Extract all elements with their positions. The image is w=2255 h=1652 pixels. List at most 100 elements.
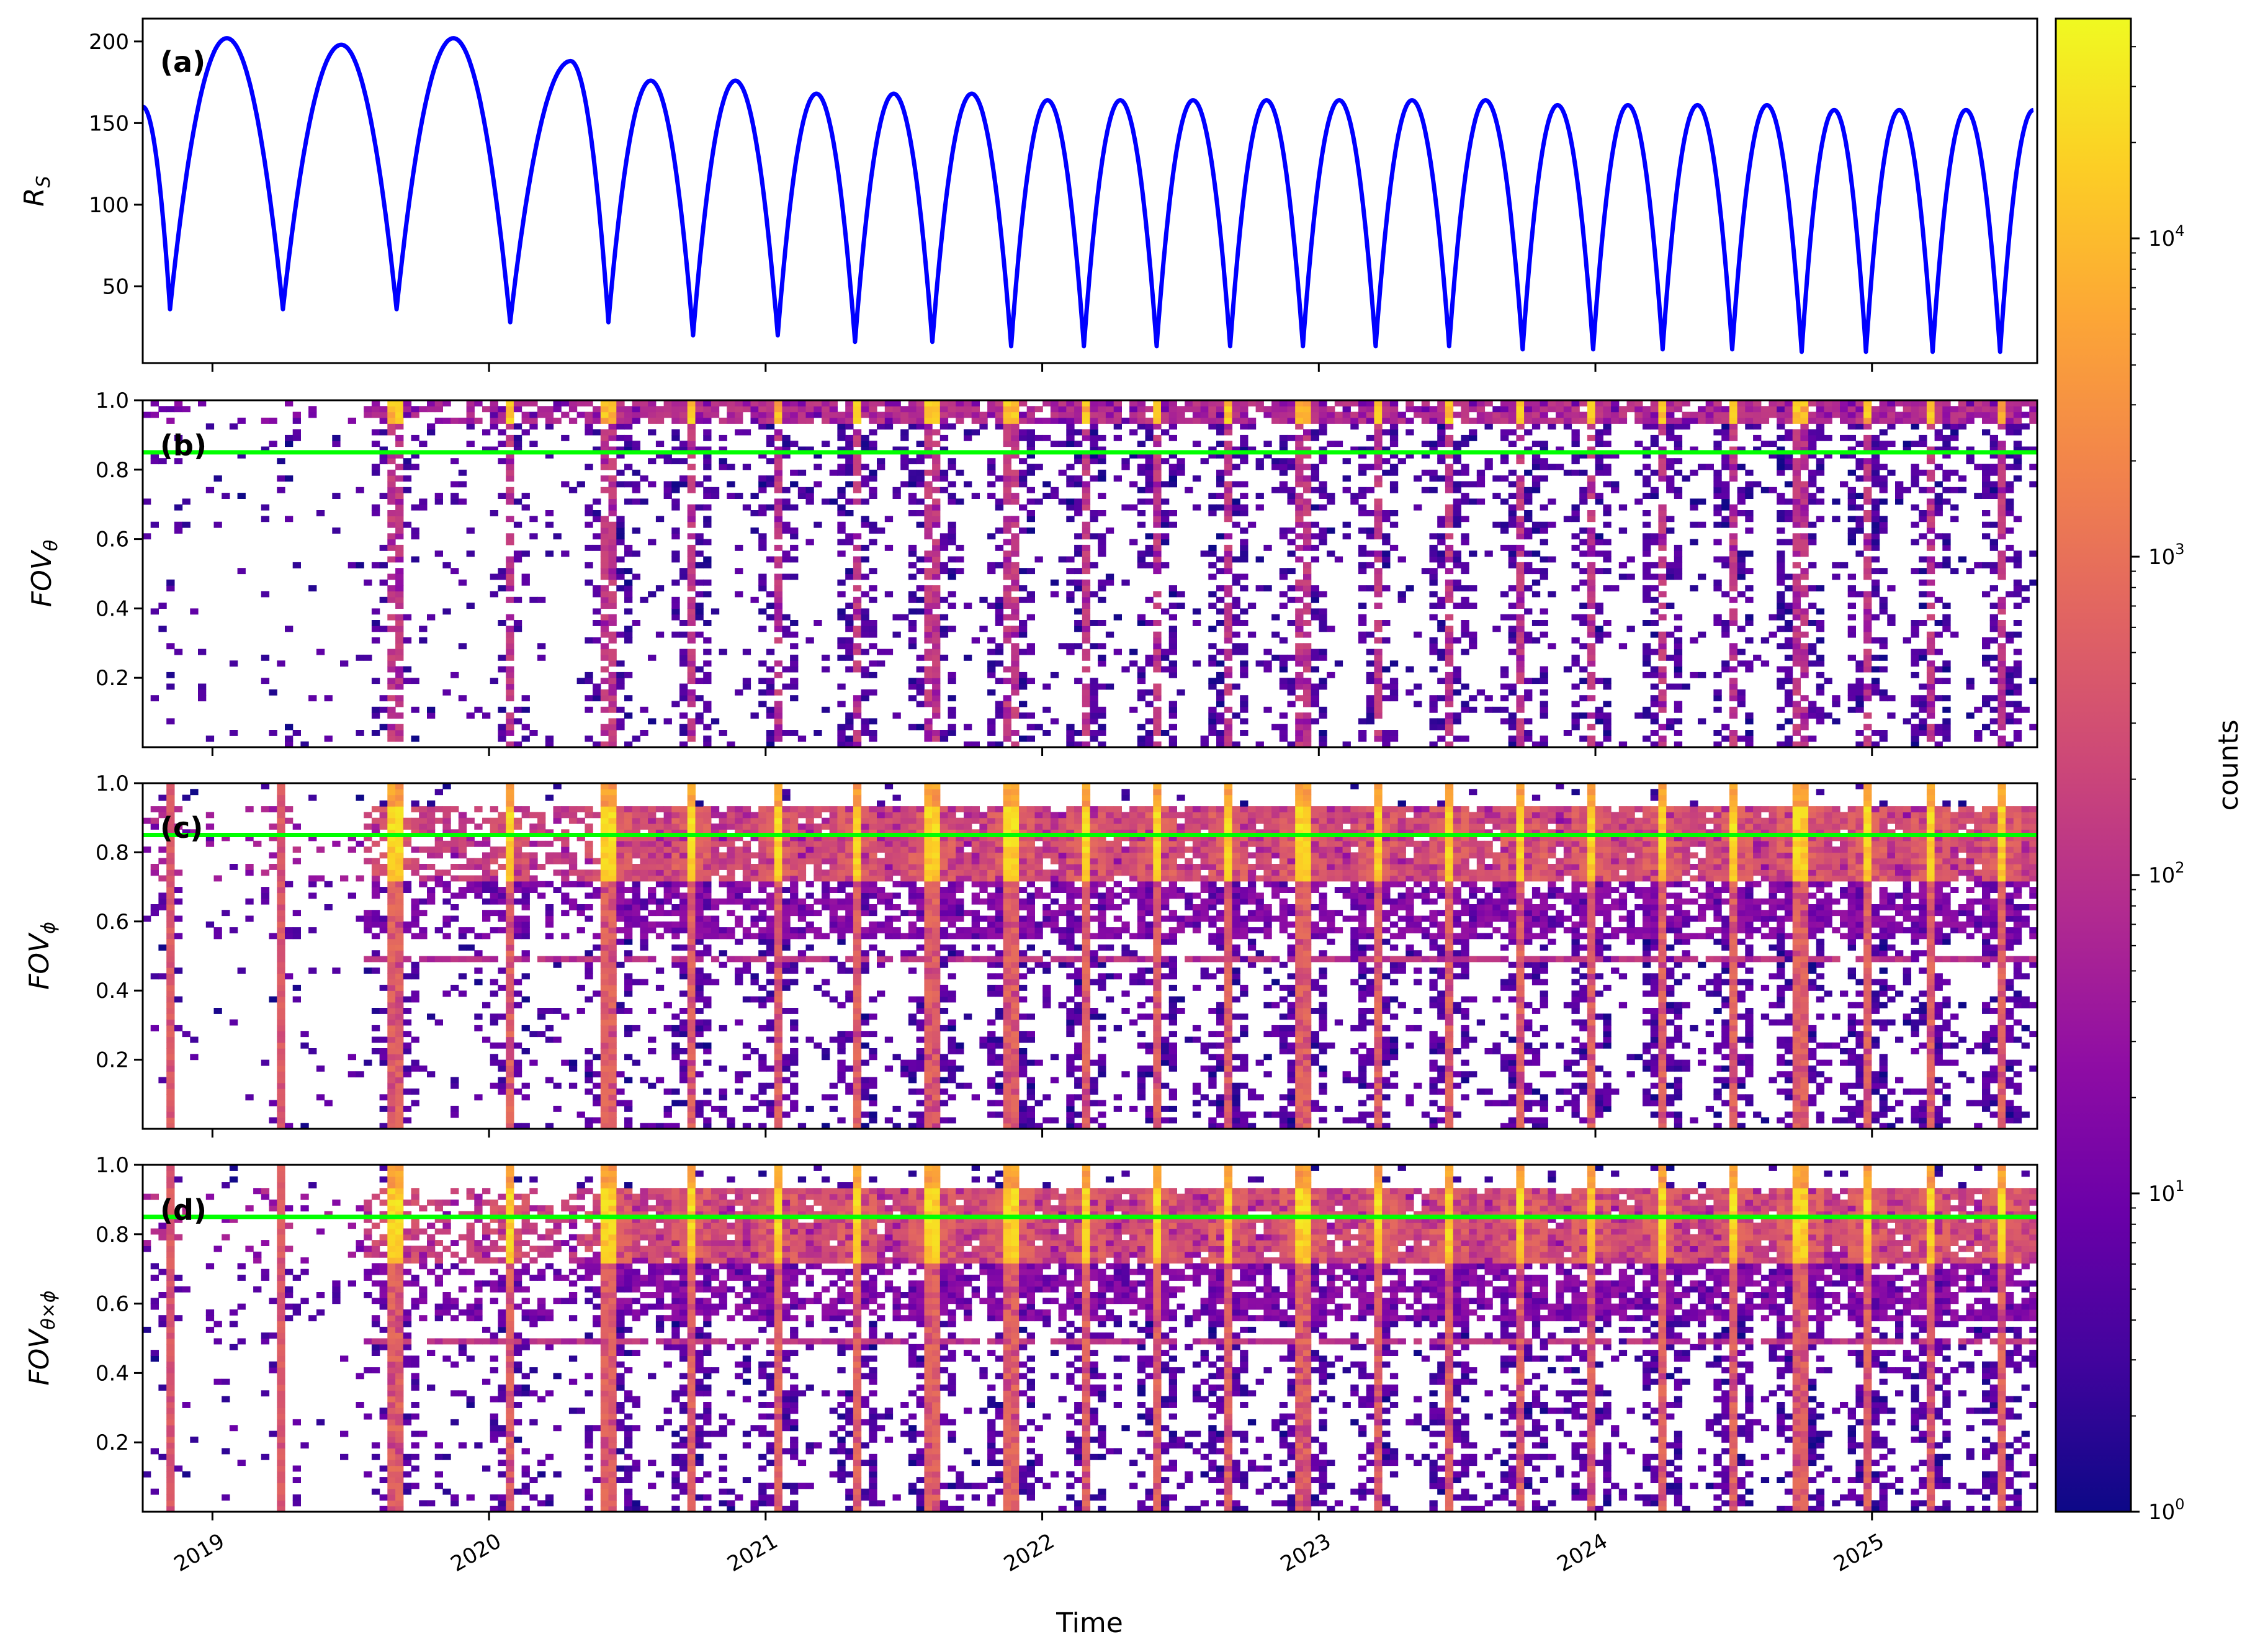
heatmap-cell xyxy=(1713,689,1722,696)
y-tick-label: 0.2 xyxy=(96,666,129,691)
heatmap-cell xyxy=(1903,718,1911,725)
heatmap-cell xyxy=(1405,406,1414,413)
heatmap-cell xyxy=(1997,568,2006,575)
heatmap-cell xyxy=(884,649,894,655)
heatmap-cell xyxy=(1003,527,1011,534)
heatmap-cell xyxy=(277,887,285,893)
heatmap-cell xyxy=(956,498,964,505)
heatmap-cell xyxy=(735,411,743,418)
heatmap-cell xyxy=(703,637,712,644)
heatmap-cell xyxy=(1926,568,1935,575)
heatmap-cell xyxy=(1516,637,1525,644)
heatmap-cell xyxy=(1926,510,1935,516)
heatmap-cell xyxy=(364,835,372,842)
heatmap-cell xyxy=(395,1019,404,1026)
heatmap-cell xyxy=(1855,464,1864,470)
heatmap-cell xyxy=(442,846,451,853)
heatmap-cell xyxy=(671,556,680,563)
heatmap-cell xyxy=(1753,434,1762,441)
heatmap-cell xyxy=(1792,573,1801,580)
heatmap-cell xyxy=(1911,423,1919,430)
heatmap-cell xyxy=(600,730,609,736)
heatmap-cell xyxy=(174,504,183,511)
heatmap-cell xyxy=(1026,487,1035,493)
heatmap-cell xyxy=(1003,411,1011,418)
heatmap-cell xyxy=(695,446,704,453)
heatmap-cell xyxy=(916,654,925,661)
heatmap-cell xyxy=(1287,654,1296,661)
heatmap-cell xyxy=(853,643,862,650)
heatmap-cell xyxy=(1934,533,1943,540)
heatmap-cell xyxy=(1113,475,1122,482)
heatmap-cell xyxy=(1492,521,1501,528)
heatmap-cell xyxy=(174,996,183,1003)
heatmap-cell xyxy=(1279,527,1288,534)
heatmap-cell xyxy=(1382,418,1391,424)
heatmap-cell xyxy=(790,504,799,511)
heatmap-cell xyxy=(608,724,617,730)
heatmap-cell xyxy=(1208,591,1217,598)
heatmap-cell xyxy=(908,469,917,476)
heatmap-cell xyxy=(671,446,680,453)
heatmap-cell xyxy=(1753,418,1762,424)
heatmap-cell xyxy=(1855,458,1864,465)
heatmap-cell xyxy=(1958,475,1967,482)
heatmap-cell xyxy=(758,701,767,707)
heatmap-cell xyxy=(1942,452,1951,459)
heatmap-cell xyxy=(1090,620,1098,626)
heatmap-cell xyxy=(1445,423,1454,430)
heatmap-cell xyxy=(1098,706,1106,713)
heatmap-cell xyxy=(1303,591,1312,598)
heatmap-cell xyxy=(1595,706,1603,713)
heatmap-cell xyxy=(1855,411,1864,418)
heatmap-cell xyxy=(908,458,917,465)
heatmap-cell xyxy=(1634,441,1643,447)
heatmap-cell xyxy=(1153,418,1162,424)
heatmap-cell xyxy=(624,712,633,719)
heatmap-cell xyxy=(1516,626,1525,632)
heatmap-cell xyxy=(292,411,301,418)
heatmap-cell xyxy=(1926,695,1935,702)
heatmap-cell xyxy=(387,400,396,406)
heatmap-cell xyxy=(277,956,285,963)
heatmap-cell xyxy=(1500,498,1509,505)
heatmap-cell xyxy=(1666,724,1675,730)
heatmap-cell xyxy=(1919,706,1927,713)
heatmap-cell xyxy=(387,469,396,476)
heatmap-cell xyxy=(1808,493,1817,499)
heatmap-cell xyxy=(1082,493,1091,499)
heatmap-cell xyxy=(1429,418,1438,424)
heatmap-cell xyxy=(877,660,885,667)
heatmap-cell xyxy=(292,858,301,864)
heatmap-cell xyxy=(1871,556,1880,563)
heatmap-cell xyxy=(1153,475,1162,482)
heatmap-cell xyxy=(2006,487,2014,493)
heatmap-cell xyxy=(1358,406,1367,413)
heatmap-cell xyxy=(1808,441,1817,447)
heatmap-cell xyxy=(1011,654,1020,661)
heatmap-cell xyxy=(782,400,791,406)
heatmap-cell xyxy=(1863,423,1872,430)
heatmap-cell xyxy=(205,735,215,742)
heatmap-cell xyxy=(1658,643,1667,650)
heatmap-cell xyxy=(1563,400,1572,406)
heatmap-cell xyxy=(790,556,799,563)
heatmap-cell xyxy=(1989,695,1998,702)
heatmap-cell xyxy=(1082,689,1091,696)
heatmap-cell xyxy=(758,487,767,493)
heatmap-cell xyxy=(1484,418,1493,424)
heatmap-cell xyxy=(687,429,696,436)
heatmap-cell xyxy=(498,735,506,742)
heatmap-cell xyxy=(1129,452,1138,459)
heatmap-cell xyxy=(1224,718,1233,725)
heatmap-cell xyxy=(1958,411,1967,418)
heatmap-cell xyxy=(395,1013,404,1020)
heatmap-cell xyxy=(1366,585,1374,591)
ylabel-main: R xyxy=(19,187,50,207)
heatmap-cell xyxy=(1855,550,1864,557)
heatmap-cell xyxy=(277,1042,285,1049)
heatmap-cell xyxy=(774,596,782,603)
heatmap-cell xyxy=(1548,423,1556,430)
heatmap-cell xyxy=(285,881,294,887)
heatmap-cell xyxy=(624,579,633,586)
